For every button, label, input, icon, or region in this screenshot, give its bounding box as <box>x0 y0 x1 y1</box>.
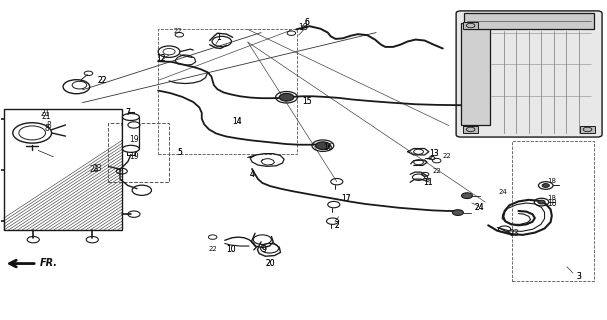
Text: 24: 24 <box>474 203 484 212</box>
Text: 17: 17 <box>341 194 351 203</box>
Text: 18: 18 <box>548 195 556 201</box>
Circle shape <box>542 184 549 188</box>
Text: 9: 9 <box>262 245 266 254</box>
Text: 13: 13 <box>429 149 438 158</box>
Bar <box>463 125 478 133</box>
Text: 7: 7 <box>126 108 131 117</box>
Text: 11: 11 <box>423 178 432 187</box>
Text: 22: 22 <box>442 153 451 159</box>
Text: 9: 9 <box>262 245 266 254</box>
Circle shape <box>538 200 545 204</box>
Text: 12: 12 <box>157 53 166 62</box>
Circle shape <box>461 193 472 198</box>
Text: 18: 18 <box>547 198 557 207</box>
Text: 13: 13 <box>429 149 438 158</box>
Text: 19: 19 <box>129 152 139 161</box>
Circle shape <box>452 210 463 215</box>
Text: 19: 19 <box>129 135 139 144</box>
Text: 16: 16 <box>323 143 333 152</box>
Text: 14: 14 <box>232 117 242 126</box>
Text: 1: 1 <box>216 33 221 42</box>
Text: 22: 22 <box>208 245 217 252</box>
Bar <box>158 29 297 154</box>
Text: 17: 17 <box>341 194 351 203</box>
Bar <box>4 109 122 230</box>
Text: 18: 18 <box>548 178 556 184</box>
Text: 24: 24 <box>474 203 484 212</box>
Bar <box>461 23 490 125</box>
Text: 10: 10 <box>226 245 236 254</box>
Text: 3: 3 <box>577 272 582 281</box>
Bar <box>580 125 595 133</box>
Text: 5: 5 <box>177 148 181 156</box>
Text: 23: 23 <box>90 165 100 174</box>
Text: 20: 20 <box>265 259 275 268</box>
Bar <box>109 123 169 182</box>
Text: 6: 6 <box>304 19 309 28</box>
Text: 4: 4 <box>249 170 254 179</box>
Text: FR.: FR. <box>40 258 58 268</box>
Text: 2: 2 <box>334 221 339 230</box>
Text: 2: 2 <box>334 221 339 230</box>
Text: 19: 19 <box>299 25 308 31</box>
Text: 15: 15 <box>302 97 311 106</box>
Text: 23: 23 <box>93 164 103 173</box>
Text: 21: 21 <box>40 109 50 118</box>
Text: 22: 22 <box>174 28 183 34</box>
Text: 14: 14 <box>232 117 242 126</box>
Text: 12: 12 <box>157 53 166 62</box>
Bar <box>464 13 594 29</box>
Circle shape <box>279 93 294 101</box>
Ellipse shape <box>123 145 140 152</box>
Circle shape <box>316 142 330 149</box>
Text: 6: 6 <box>304 19 309 28</box>
Text: 20: 20 <box>265 259 275 268</box>
Text: 10: 10 <box>226 245 236 254</box>
Text: 1: 1 <box>216 33 221 42</box>
Text: 8: 8 <box>47 121 52 130</box>
Text: 15: 15 <box>302 97 311 106</box>
Text: 23: 23 <box>509 229 519 238</box>
FancyBboxPatch shape <box>456 11 602 137</box>
Text: 22: 22 <box>98 76 107 85</box>
Bar <box>512 141 594 281</box>
Text: 16: 16 <box>323 144 332 150</box>
Text: 5: 5 <box>177 148 181 156</box>
Text: 3: 3 <box>577 272 582 281</box>
Bar <box>123 117 140 149</box>
Text: 7: 7 <box>126 108 131 117</box>
Text: 22: 22 <box>98 76 107 85</box>
Text: 11: 11 <box>423 178 432 187</box>
Text: 19: 19 <box>299 23 308 32</box>
Text: 8: 8 <box>45 124 50 132</box>
Text: 21: 21 <box>41 113 51 122</box>
Text: 4: 4 <box>249 170 254 179</box>
Ellipse shape <box>123 114 140 121</box>
Bar <box>463 22 478 29</box>
Text: 24: 24 <box>499 189 507 195</box>
Text: 22: 22 <box>432 168 441 174</box>
